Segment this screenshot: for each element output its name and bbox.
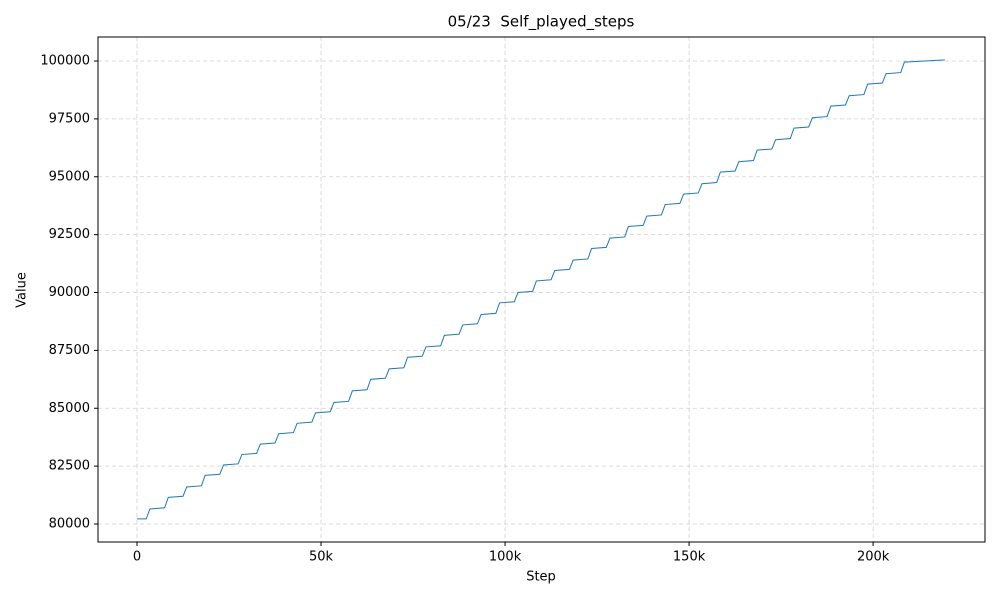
y-tick-label: 92500 <box>49 227 90 242</box>
y-tick-label: 85000 <box>49 401 90 416</box>
data-line <box>137 59 945 520</box>
x-tick-label: 50k <box>309 550 334 565</box>
y-tick-label: 95000 <box>49 169 90 184</box>
chart-title: 05/23 Self_played_steps <box>448 13 635 32</box>
x-tick-label: 200k <box>857 550 890 565</box>
x-axis-label: Step <box>526 570 556 585</box>
x-tick-label: 0 <box>133 550 141 565</box>
y-tick-label: 90000 <box>49 285 90 300</box>
y-tick-label: 87500 <box>49 343 90 358</box>
y-axis-label: Value <box>15 272 30 308</box>
y-tick-label: 100000 <box>40 54 90 69</box>
y-tick-label: 80000 <box>49 517 90 532</box>
y-tick-label: 82500 <box>49 459 90 474</box>
plot-frame <box>97 36 986 543</box>
x-tick-label: 150k <box>673 550 706 565</box>
x-tick-label: 100k <box>489 550 522 565</box>
y-tick-label: 97500 <box>49 111 90 126</box>
